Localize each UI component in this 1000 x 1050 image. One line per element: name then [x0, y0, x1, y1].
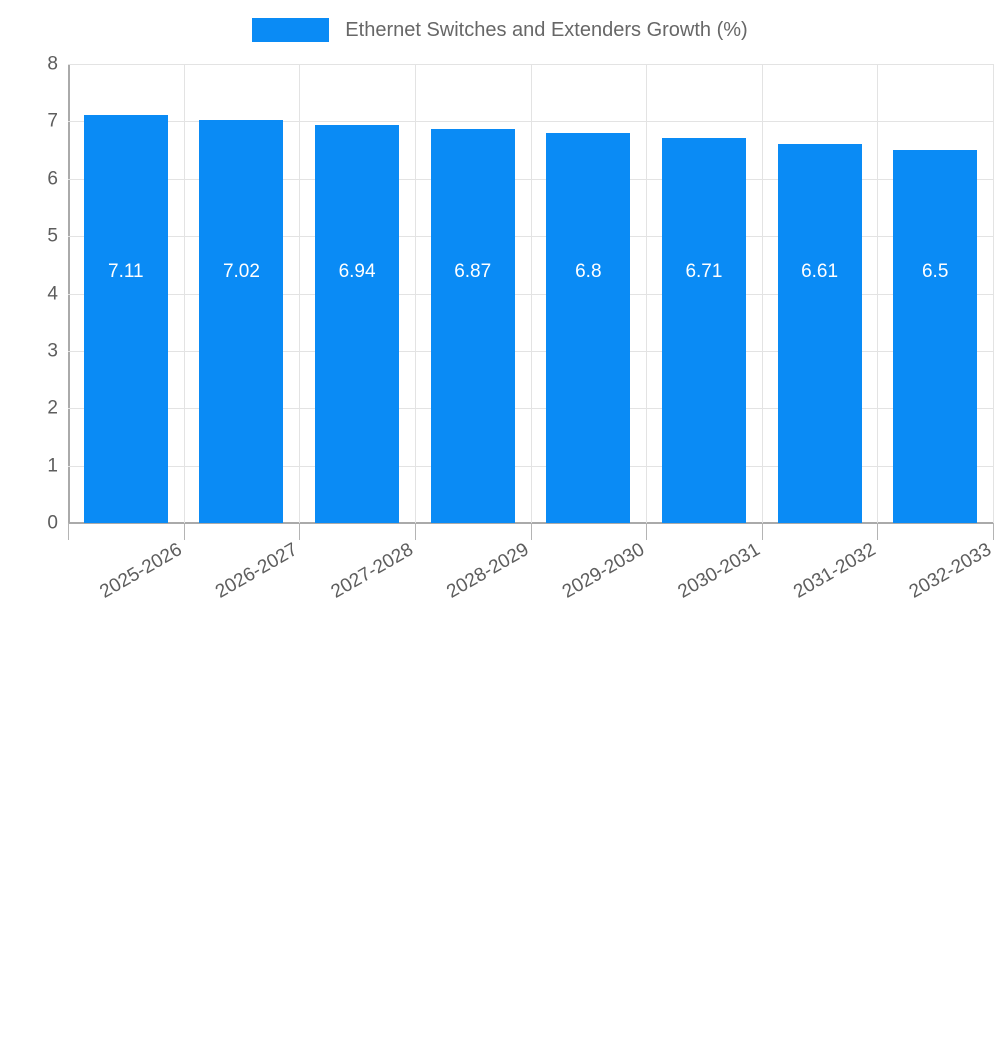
bar-group: 6.61	[762, 64, 878, 523]
legend-item-label: Ethernet Switches and Extenders Growth (…	[345, 19, 748, 41]
x-axis-tick-mark	[993, 523, 994, 540]
legend-color-swatch-icon	[252, 18, 330, 42]
bar[interactable]	[83, 115, 168, 523]
category-separator	[877, 64, 879, 523]
bar-group: 6.87	[415, 64, 531, 523]
bar[interactable]	[315, 124, 400, 523]
x-axis-tick-label: 2029-2030	[558, 539, 649, 603]
bar-value-label: 7.02	[222, 261, 260, 282]
x-axis-tick-mark	[183, 523, 185, 540]
x-axis-tick-mark	[530, 523, 532, 540]
bar-chart: Ethernet Switches and Extenders Growth (…	[0, 12, 1000, 603]
y-axis-tick-label: 7	[47, 110, 58, 132]
category-separator	[993, 64, 994, 523]
category-separator	[530, 64, 532, 523]
plot-area: 7.11 7.02 6.94 6.87 6.8 6.71 6.61 6.5	[68, 64, 994, 524]
bar[interactable]	[893, 150, 978, 523]
y-axis-tick-label: 4	[47, 283, 58, 304]
bar-group: 6.71	[646, 64, 762, 523]
y-axis-tick-label: 2	[47, 397, 58, 419]
legend-item[interactable]: Ethernet Switches and Extenders Growth (…	[252, 18, 748, 42]
x-axis-tick-mark	[646, 523, 648, 540]
category-separator	[646, 64, 648, 523]
bar[interactable]	[546, 132, 631, 523]
bar[interactable]	[661, 138, 746, 523]
y-axis-tick-label: 8	[47, 53, 58, 75]
y-axis-tick-label: 1	[47, 455, 58, 477]
x-axis-tick-label: 2031-2032	[790, 539, 880, 603]
category-separator	[299, 64, 301, 523]
bar-group: 6.94	[299, 64, 415, 523]
y-axis-tick-label: 3	[47, 340, 58, 362]
bar-value-label: 6.87	[454, 261, 492, 282]
bar-value-label: 7.11	[108, 261, 144, 282]
bar-group: 6.5	[877, 64, 993, 523]
bar-group: 7.02	[184, 64, 300, 523]
x-axis-tick-mark	[877, 523, 879, 540]
category-separator	[761, 64, 763, 523]
y-axis-tick-label: 6	[47, 168, 58, 190]
y-axis-tick-label: 5	[47, 225, 58, 247]
bar-value-label: 6.94	[338, 261, 376, 282]
bar-series: 7.11 7.02 6.94 6.87 6.8 6.71 6.61 6.5	[68, 64, 993, 523]
bar-value-label: 6.61	[801, 261, 839, 282]
x-axis-tick-mark	[414, 523, 416, 540]
bar-value-label: 6.5	[921, 261, 949, 282]
x-axis-tick-mark	[68, 523, 69, 540]
chart-legend: Ethernet Switches and Extenders Growth (…	[0, 12, 1000, 48]
x-axis-tick-mark	[299, 523, 301, 540]
bar-group: 6.8	[531, 64, 647, 523]
category-separator	[414, 64, 416, 523]
y-axis-tick-label: 0	[47, 512, 58, 534]
bar-value-label: 6.71	[685, 261, 723, 282]
bar[interactable]	[430, 128, 515, 523]
y-axis-tick-labels: 0 1 2 3 4 5 6 7 8	[0, 55, 58, 533]
category-separator	[183, 64, 185, 523]
bar[interactable]	[199, 120, 284, 523]
bar-value-label: 6.8	[575, 261, 602, 282]
bar-group: 7.11	[68, 64, 184, 523]
bar[interactable]	[777, 143, 862, 523]
x-axis-tick-label: 2032-2033	[905, 539, 995, 603]
x-axis-tick-mark	[761, 523, 763, 540]
